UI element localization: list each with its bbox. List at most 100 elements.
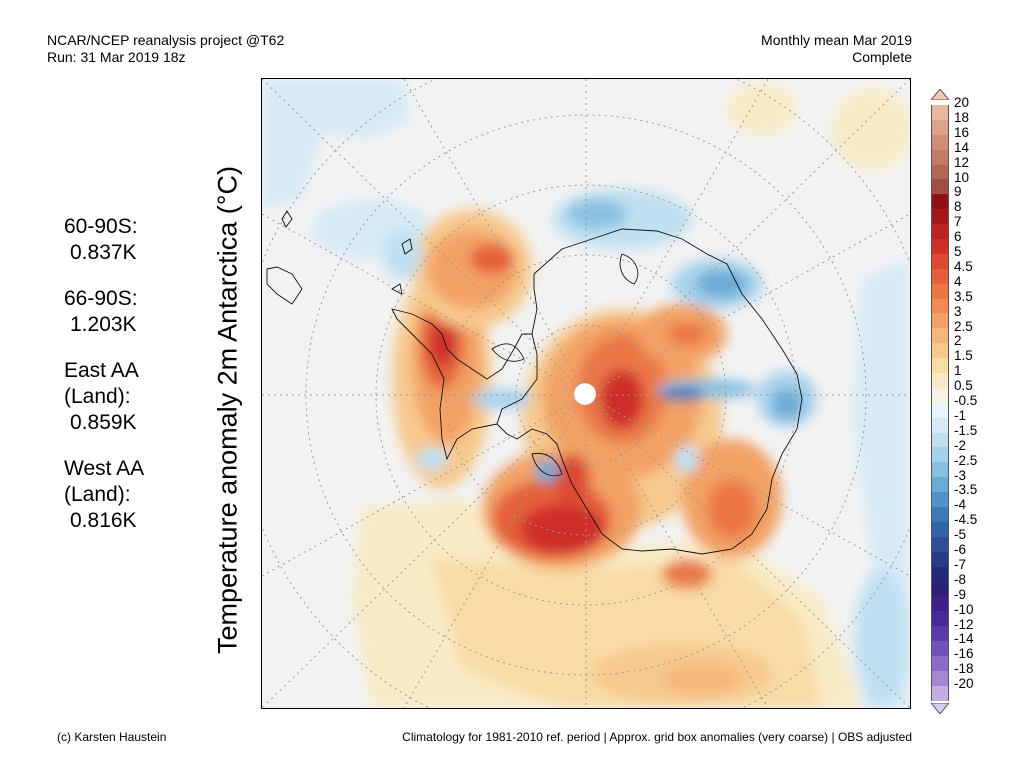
- colorbar-cell: [931, 298, 949, 314]
- colorbar-label: -5: [954, 527, 967, 543]
- colorbar-label: -20: [954, 676, 974, 692]
- colorbar-cell: [931, 655, 949, 671]
- period-title: Monthly mean Mar 2019: [761, 32, 912, 48]
- colorbar-label: 4.5: [954, 258, 973, 274]
- stat-value: 0.816K: [70, 509, 137, 532]
- colorbar-label: -6: [954, 542, 967, 557]
- stat-label: 66-90S:: [64, 287, 138, 310]
- colorbar-cell: [931, 626, 949, 642]
- stat-block: 66-90S: 1.203K: [64, 286, 144, 338]
- colorbar-label: 9: [954, 184, 962, 200]
- colorbar-cell: [931, 268, 949, 284]
- colorbar-label: 6: [954, 229, 962, 245]
- stat-label: 60-90S:: [64, 215, 138, 238]
- colorbar-label: 14: [954, 139, 970, 155]
- antarctica-coastline-outline: [266, 210, 803, 555]
- colorbar-bottom-arrow: [929, 702, 951, 715]
- colorbar-label: 0.5: [954, 378, 973, 394]
- colorbar-cell: [931, 179, 949, 195]
- antarctica-anomaly-map: [261, 78, 911, 709]
- y-axis-label: Temperature anomaly 2m Antarctica (°C): [212, 166, 243, 654]
- completion-status: Complete: [852, 49, 912, 65]
- region-stats: 60-90S: 0.837K 66-90S: 1.203K East AA (Land):…: [64, 214, 144, 554]
- colorbar-label: 5: [954, 244, 962, 259]
- colorbar-cell: [931, 373, 949, 388]
- colorbar-cell: [931, 536, 949, 552]
- stat-label: (Land):: [64, 385, 131, 408]
- colorbar-label: 12: [954, 154, 970, 170]
- colorbar-label: -3.5: [954, 482, 978, 498]
- colorbar-cell: [931, 492, 949, 508]
- colorbar-cell: [931, 387, 949, 403]
- colorbar-top-arrow: [929, 88, 951, 101]
- colorbar-cell: [931, 462, 949, 478]
- colorbar-cell: [931, 105, 949, 120]
- colorbar-cell: [931, 477, 949, 493]
- colorbar-label: -14: [954, 631, 974, 647]
- colorbar-label: -1: [954, 407, 967, 423]
- stat-block: 60-90S: 0.837K: [64, 214, 144, 266]
- header-right: Monthly mean Mar 2019 Complete: [761, 32, 912, 66]
- colorbar-label: -12: [954, 616, 974, 632]
- stat-value: 1.203K: [70, 313, 137, 336]
- colorbar-cell: [931, 343, 949, 359]
- colorbar-label: 2: [954, 333, 962, 349]
- colorbar-label: 7: [954, 214, 962, 230]
- colorbar-cell: [931, 119, 949, 135]
- colorbar-label: -8: [954, 571, 967, 587]
- colorbar-cell: [931, 611, 949, 627]
- colorbar-label: -4: [954, 497, 967, 513]
- footnote: Climatology for 1981-2010 ref. period | …: [402, 730, 912, 744]
- colorbar-cell: [931, 432, 949, 448]
- colorbar-cell: [931, 566, 949, 582]
- colorbar-cells: [931, 105, 949, 701]
- colorbar-label: 18: [954, 109, 970, 125]
- stat-block: West AA (Land): 0.816K: [64, 456, 144, 534]
- stat-label: (Land):: [64, 483, 131, 506]
- colorbar-cell: [931, 239, 949, 254]
- colorbar-label: 16: [954, 124, 970, 140]
- copyright: (c) Karsten Haustein: [57, 730, 167, 744]
- model-title: NCAR/NCEP reanalysis project @T62: [47, 32, 285, 48]
- colorbar-label: -10: [954, 601, 974, 617]
- stat-value: 0.837K: [70, 241, 137, 264]
- header-left: NCAR/NCEP reanalysis project @T62 Run: 3…: [47, 32, 284, 66]
- colorbar-cell: [931, 417, 949, 433]
- colorbar-cell: [931, 328, 949, 344]
- colorbar-label: -1.5: [954, 422, 978, 438]
- colorbar-label: -18: [954, 661, 974, 677]
- colorbar-label: -16: [954, 646, 974, 662]
- colorbar-label: -4.5: [954, 512, 978, 528]
- colorbar-label: -0.5: [954, 393, 978, 408]
- colorbar-label: 8: [954, 199, 962, 215]
- south-pole-marker: [573, 382, 597, 406]
- colorbar-cell: [931, 313, 949, 329]
- stat-label: East AA: [64, 359, 139, 382]
- colorbar-cell: [931, 358, 949, 374]
- colorbar-cell: [931, 507, 949, 522]
- colorbar-cell: [931, 194, 949, 210]
- polar-stereographic-map: [262, 79, 910, 708]
- colorbar-cell: [931, 521, 949, 537]
- colorbar-label: 1.5: [954, 348, 973, 364]
- colorbar-label: 3.5: [954, 288, 973, 304]
- colorbar-label: 3: [954, 303, 962, 319]
- colorbar: [929, 87, 951, 719]
- colorbar-cell: [931, 149, 949, 165]
- anomaly-field: [262, 79, 910, 708]
- colorbar-label: 2.5: [954, 318, 973, 334]
- colorbar-label: -3: [954, 467, 967, 483]
- colorbar-cell: [931, 283, 949, 299]
- stat-block: East AA (Land): 0.859K: [64, 358, 144, 436]
- stat-label: West AA: [64, 457, 145, 480]
- colorbar-label: -2.5: [954, 452, 978, 468]
- colorbar-cell: [931, 551, 949, 567]
- colorbar-cell: [931, 402, 949, 418]
- colorbar-cell: [931, 581, 949, 597]
- colorbar-cell: [931, 685, 949, 701]
- colorbar-cell: [931, 164, 949, 180]
- colorbar-cell: [931, 253, 949, 269]
- colorbar-cell: [931, 596, 949, 612]
- colorbar-label: 20: [954, 95, 970, 110]
- colorbar-cell: [931, 670, 949, 686]
